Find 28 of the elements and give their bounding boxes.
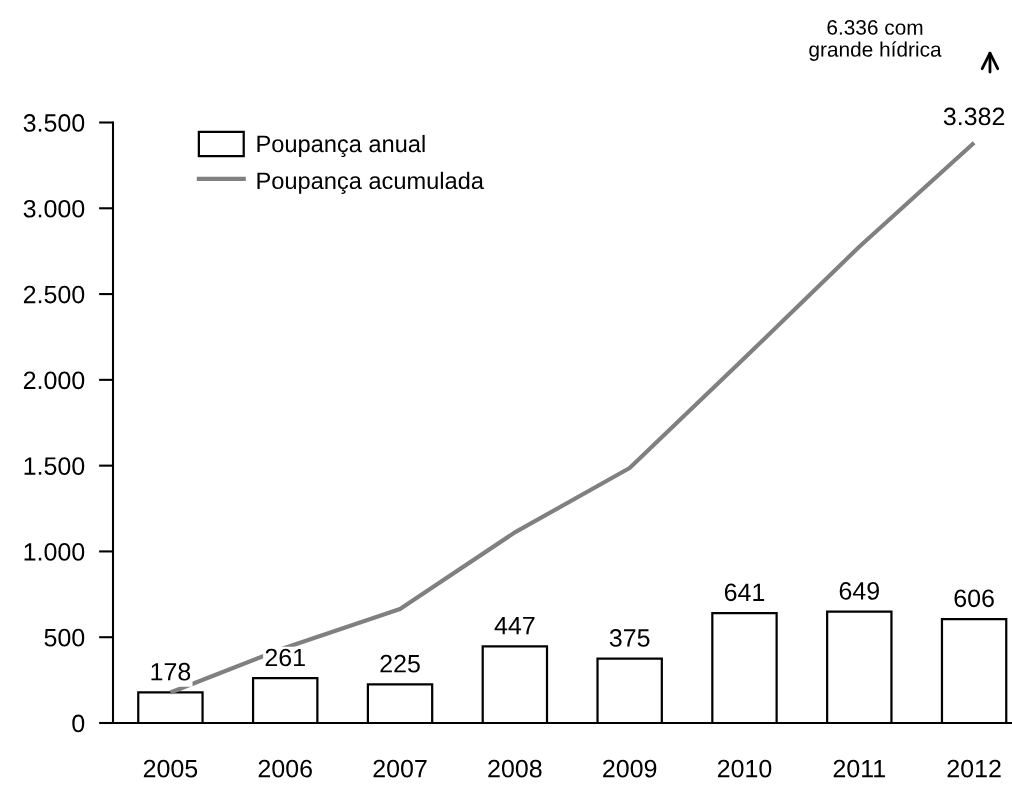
- x-tick-label: 2010: [717, 759, 772, 778]
- y-tick-label: 2.500: [23, 285, 85, 304]
- y-tick-label: 0: [72, 714, 85, 733]
- data-label: 225: [380, 654, 420, 673]
- x-tick-label: 2011: [833, 759, 885, 778]
- x-tick-label: 2009: [603, 759, 657, 778]
- legend-label: Poupança anual: [257, 134, 425, 158]
- data-label: 447: [494, 616, 535, 635]
- y-tick-label: 1.000: [24, 543, 85, 561]
- data-label: 261: [265, 648, 305, 667]
- data-label: 641: [724, 583, 765, 602]
- x-tick-label: 2006: [258, 759, 312, 778]
- data-label: 649: [839, 582, 879, 600]
- legend-label: Poupança acumulada: [257, 171, 484, 194]
- data-label: 606: [954, 589, 994, 608]
- y-tick-label: 1.500: [24, 457, 85, 475]
- y-tick-label: 2.000: [23, 371, 85, 390]
- y-tick-label: 3.000: [23, 199, 85, 218]
- x-tick-label: 2012: [947, 759, 1001, 778]
- x-tick-label: 2008: [488, 759, 542, 778]
- data-label: 3.382: [943, 107, 1005, 126]
- x-tick-label: 2005: [143, 759, 198, 778]
- text: 6.336 com grande hídrica: [809, 20, 942, 61]
- x-tick-label: 2007: [373, 759, 427, 778]
- y-tick-label: 3.500: [23, 114, 85, 132]
- y-tick-label: 500: [44, 628, 85, 647]
- data-label: 375: [609, 629, 650, 647]
- data-label: 178: [151, 662, 191, 681]
